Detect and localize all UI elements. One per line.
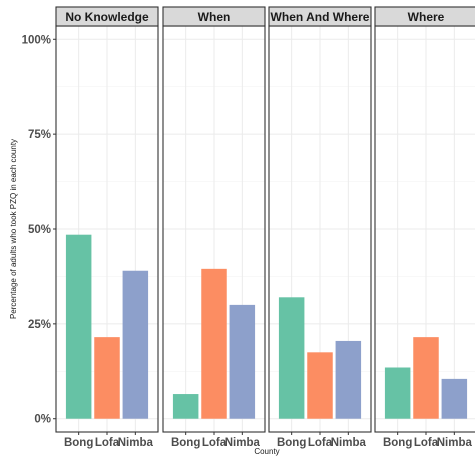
x-tick-label: Nimba [331, 437, 367, 449]
y-tick-label: 75% [28, 129, 51, 141]
x-tick-label: Bong [277, 437, 306, 449]
x-tick-label: Bong [383, 437, 412, 449]
x-axis-title: County [254, 447, 279, 456]
x-tick-label: Lofa [95, 437, 120, 449]
y-tick-label: 100% [22, 34, 51, 46]
y-axis-title: Percentage of adults who took PZQ in eac… [9, 139, 18, 319]
y-tick-label: 0% [34, 414, 51, 426]
bar-nimba [229, 304, 256, 419]
y-tick-label: 25% [28, 319, 51, 331]
x-tick-label: Bong [171, 437, 200, 449]
bar-bong [172, 394, 199, 419]
x-tick-label: Lofa [414, 437, 439, 449]
facet-strip-label: When And Where [271, 10, 370, 24]
bar-nimba [441, 378, 468, 419]
facet-strip [268, 6, 372, 27]
bar-bong [65, 234, 92, 419]
bar-nimba [122, 270, 149, 419]
x-tick-label: Nimba [225, 437, 261, 449]
bar-bong [278, 297, 305, 419]
facet-strip-label: No Knowledge [65, 10, 149, 24]
facet-strip-label: When [198, 10, 231, 24]
x-tick-label: Lofa [202, 437, 227, 449]
bar-lofa [413, 337, 439, 419]
bar-lofa [94, 337, 120, 419]
bar-bong [384, 367, 411, 419]
y-axis: 0% 25% 50% 75% 100% [22, 34, 56, 426]
bar-nimba [335, 340, 362, 419]
facet-strip [162, 6, 266, 27]
facet-strip [55, 6, 159, 27]
x-tick-label: Nimba [118, 437, 154, 449]
bar-lofa [201, 268, 227, 419]
bar-lofa [307, 352, 333, 419]
y-tick-label: 50% [28, 224, 51, 236]
x-tick-label: Lofa [308, 437, 333, 449]
x-tick-label: Nimba [437, 437, 473, 449]
facet-strip-label: Where [408, 10, 445, 24]
facet-strip [374, 6, 475, 27]
x-tick-label: Bong [64, 437, 93, 449]
